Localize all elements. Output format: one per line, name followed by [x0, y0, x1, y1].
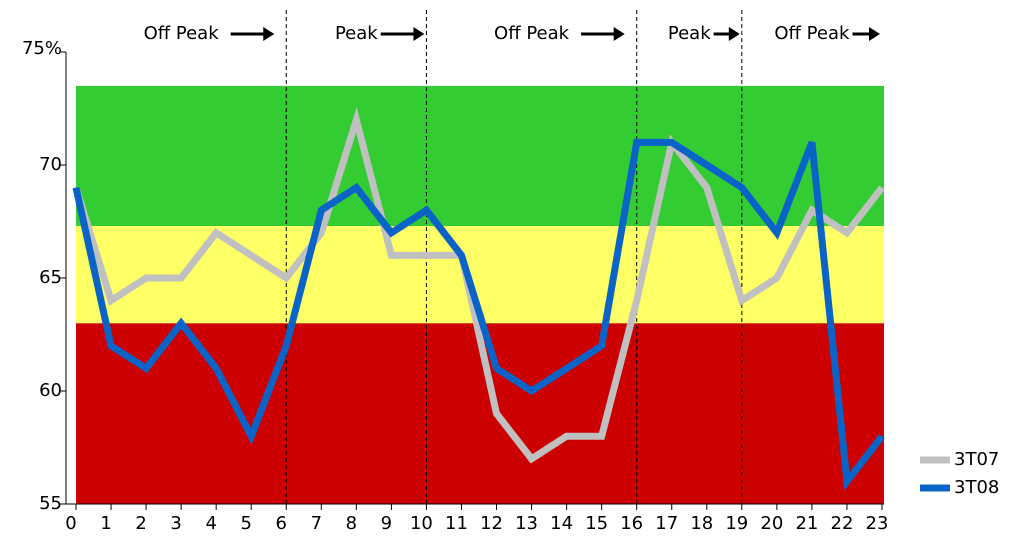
period-arrow-head [413, 27, 425, 41]
band [76, 85, 884, 227]
y-tick-label: 75% [22, 38, 62, 59]
x-tick-label: 10 [410, 513, 433, 534]
y-tick-label: 65 [39, 267, 62, 288]
x-tick-label: 14 [550, 513, 573, 534]
x-tick-label: 17 [655, 513, 678, 534]
x-tick-label: 20 [760, 513, 783, 534]
x-tick-label: 7 [311, 513, 322, 534]
x-tick-label: 22 [831, 513, 854, 534]
period-arrow-head [263, 27, 275, 41]
y-tick-label: 60 [39, 380, 62, 401]
x-tick-label: 15 [585, 513, 608, 534]
period-arrow-head [869, 27, 880, 41]
x-tick-label: 1 [100, 513, 111, 534]
x-tick-label: 23 [866, 513, 889, 534]
period-arrow-head [728, 27, 740, 41]
period-arrow-head [613, 27, 625, 41]
x-tick-label: 21 [795, 513, 818, 534]
period-label: Peak [335, 23, 378, 44]
x-tick-label: 19 [725, 513, 748, 534]
x-tick-label: 16 [620, 513, 643, 534]
legend-label: 3T07 [954, 449, 999, 470]
period-label: Peak [668, 23, 711, 44]
x-tick-label: 6 [276, 513, 287, 534]
period-label: Off Peak [774, 23, 850, 44]
x-tick-label: 11 [445, 513, 468, 534]
period-label: Off Peak [494, 23, 570, 44]
x-tick-label: 8 [346, 513, 357, 534]
y-tick-label: 70 [39, 154, 62, 175]
x-tick-label: 5 [240, 513, 251, 534]
x-tick-label: 18 [690, 513, 713, 534]
legend-label: 3T08 [954, 477, 999, 498]
period-label: Off Peak [144, 23, 220, 44]
x-tick-label: 0 [65, 513, 76, 534]
series-line [72, 106, 885, 464]
x-tick-label: 3 [170, 513, 181, 534]
x-tick-label: 2 [135, 513, 146, 534]
y-tick-label: 55 [39, 493, 62, 514]
x-tick-label: 12 [480, 513, 503, 534]
x-tick-label: 13 [515, 513, 538, 534]
series-line [72, 138, 885, 491]
x-tick-label: 4 [205, 513, 216, 534]
x-tick-label: 9 [381, 513, 392, 534]
